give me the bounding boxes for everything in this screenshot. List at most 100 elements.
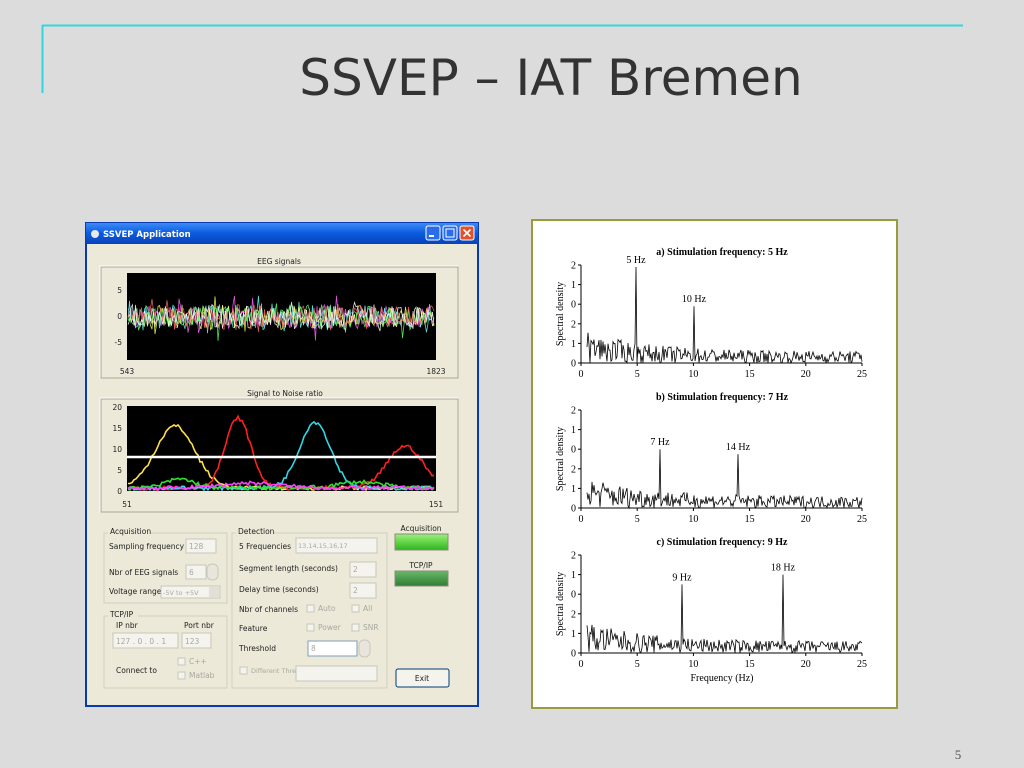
group-legend: Detection bbox=[238, 527, 275, 536]
checkbox[interactable] bbox=[306, 623, 315, 632]
option-label: C++ bbox=[189, 657, 207, 666]
x-axis-label: Frequency (Hz) bbox=[690, 673, 753, 684]
x-tick-label: 5 bbox=[635, 659, 640, 670]
y-tick-label: 0 bbox=[571, 445, 576, 456]
snr-plot bbox=[127, 406, 436, 491]
x-tick-label: 0 bbox=[579, 514, 584, 525]
text-field[interactable] bbox=[295, 665, 378, 682]
checkbox[interactable] bbox=[177, 657, 186, 666]
y-label: 0 bbox=[117, 312, 122, 321]
x-tick-label: 0 bbox=[579, 659, 584, 670]
field-label: Port nbr bbox=[184, 621, 215, 630]
y-label: 5 bbox=[117, 286, 122, 295]
x-tick-label: 25 bbox=[857, 659, 867, 670]
ip-field[interactable] bbox=[112, 632, 179, 649]
app-icon bbox=[91, 230, 99, 238]
checkbox[interactable] bbox=[351, 623, 360, 632]
eeg-trace bbox=[127, 303, 435, 341]
spectrum bbox=[586, 266, 863, 364]
x-tick-label: 10 bbox=[688, 659, 698, 670]
button-label: Exit bbox=[415, 674, 429, 683]
checkbox[interactable] bbox=[306, 604, 315, 613]
text-field[interactable] bbox=[349, 561, 377, 578]
group-box bbox=[103, 532, 228, 604]
snr-trace bbox=[127, 477, 435, 492]
spinner[interactable] bbox=[206, 563, 219, 581]
y-tick-label: 2 bbox=[571, 464, 576, 475]
y-tick-label: 2 bbox=[571, 261, 576, 272]
y-label: 0 bbox=[117, 487, 122, 496]
field-value: 128 bbox=[189, 542, 204, 551]
x-tick-label: 25 bbox=[857, 369, 867, 380]
peak-label: 14 Hz bbox=[726, 442, 751, 453]
field-value: -5V to +5V bbox=[163, 589, 199, 597]
y-axis-label: Spectral density bbox=[555, 427, 566, 491]
eeg-trace bbox=[127, 299, 435, 332]
field-label: Connect to bbox=[116, 666, 157, 675]
field-value: 2 bbox=[353, 586, 358, 595]
field-value: 2 bbox=[353, 565, 358, 574]
y-tick-label: 1 bbox=[571, 570, 576, 581]
panel-title: b) Stimulation frequency: 7 Hz bbox=[656, 392, 789, 403]
text-field[interactable] bbox=[295, 537, 378, 554]
group-box bbox=[103, 615, 228, 689]
y-label: 5 bbox=[117, 466, 122, 475]
peak-label: 7 Hz bbox=[650, 437, 670, 448]
text-field[interactable] bbox=[349, 582, 377, 599]
x-label: 1823 bbox=[426, 367, 445, 376]
x-tick-label: 15 bbox=[745, 514, 755, 525]
y-tick-label: 0 bbox=[571, 359, 576, 370]
legend-bg bbox=[108, 610, 138, 619]
group-legend: Acquisition bbox=[110, 527, 151, 536]
x-tick-label: 10 bbox=[688, 369, 698, 380]
field-label: Segment length (seconds) bbox=[239, 564, 338, 573]
field-value: 13,14,15,16,17 bbox=[298, 542, 348, 550]
acquisition-indicator[interactable] bbox=[394, 533, 449, 551]
field-label: IP nbr bbox=[116, 621, 139, 630]
panel-title: Signal to Noise ratio bbox=[247, 389, 323, 398]
peak-label: 9 Hz bbox=[672, 572, 692, 583]
checkbox[interactable] bbox=[351, 604, 360, 613]
checkbox[interactable] bbox=[177, 671, 186, 680]
x-tick-label: 20 bbox=[801, 659, 811, 670]
tcpip-indicator[interactable] bbox=[394, 570, 449, 587]
group-box bbox=[231, 532, 388, 689]
text-field[interactable] bbox=[185, 538, 217, 554]
x-tick-label: 15 bbox=[745, 369, 755, 380]
legend-bg bbox=[108, 527, 150, 536]
option-label: Matlab bbox=[189, 671, 215, 680]
y-tick-label: 0 bbox=[571, 504, 576, 515]
combo-arrow[interactable] bbox=[209, 587, 219, 597]
y-tick-label: 0 bbox=[571, 590, 576, 601]
y-tick-label: 0 bbox=[571, 649, 576, 660]
y-label: 20 bbox=[112, 403, 122, 412]
option-label: Auto bbox=[318, 604, 336, 613]
y-tick-label: 1 bbox=[571, 339, 576, 350]
port-field[interactable] bbox=[181, 632, 212, 649]
x-tick-label: 0 bbox=[579, 369, 584, 380]
peak-label: 10 Hz bbox=[682, 294, 707, 305]
y-tick-label: 2 bbox=[571, 551, 576, 562]
field-label: Nbr of EEG signals bbox=[109, 568, 178, 577]
combo-box[interactable] bbox=[160, 585, 221, 599]
field-label: Sampling frequency bbox=[109, 542, 185, 551]
snr-trace bbox=[127, 480, 435, 491]
minimize-button[interactable] bbox=[425, 225, 441, 241]
exit-button[interactable] bbox=[395, 668, 450, 688]
field-value: 123 bbox=[185, 637, 200, 646]
checkbox[interactable] bbox=[239, 666, 248, 675]
spinner[interactable] bbox=[358, 639, 371, 658]
y-tick-label: 1 bbox=[571, 629, 576, 640]
figure-frame bbox=[531, 219, 898, 709]
legend-bg bbox=[236, 527, 274, 536]
y-tick-label: 2 bbox=[571, 406, 576, 417]
x-tick-label: 25 bbox=[857, 514, 867, 525]
x-tick-label: 15 bbox=[745, 659, 755, 670]
text-field[interactable] bbox=[185, 564, 207, 580]
text-field[interactable] bbox=[307, 640, 358, 657]
x-label: 543 bbox=[120, 367, 135, 376]
maximize-button[interactable] bbox=[442, 225, 458, 241]
y-axis-label: Spectral density bbox=[555, 572, 566, 636]
x-label: 51 bbox=[122, 500, 132, 509]
